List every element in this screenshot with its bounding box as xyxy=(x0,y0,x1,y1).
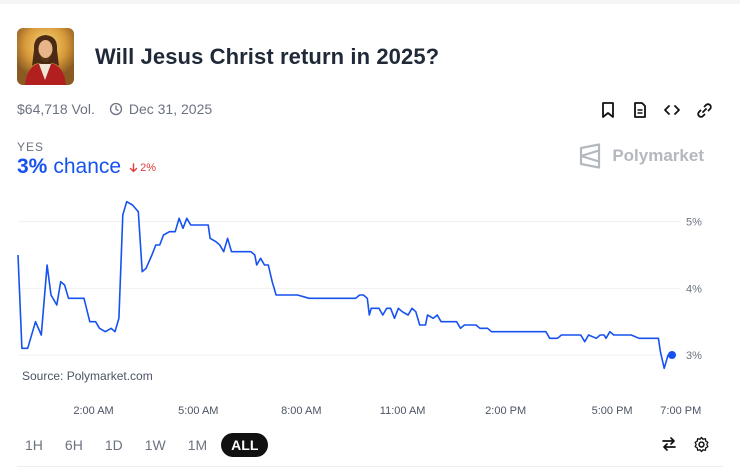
chance-row: 3% chance 2% xyxy=(17,155,156,179)
swap-icon[interactable] xyxy=(660,435,678,453)
link-icon[interactable] xyxy=(694,100,714,120)
x-tick-label: 2:00 AM xyxy=(73,405,113,417)
x-tick-label: 7:00 PM xyxy=(660,405,701,417)
change-badge: 2% xyxy=(129,162,156,174)
range-1m-button[interactable]: 1M xyxy=(187,437,208,453)
x-tick-label: 11:00 AM xyxy=(380,405,426,417)
polymarket-logo: Polymarket xyxy=(578,143,704,169)
price-chart[interactable]: 3% 4% 5% 2:00 AM 5:00 AM 8:00 AM 11:00 AM 2:00 … xyxy=(0,195,740,425)
chart-tools xyxy=(660,435,710,453)
series-line-yes xyxy=(17,200,672,370)
y-tick-label: 3% xyxy=(686,350,702,362)
chance-word: chance xyxy=(53,155,122,178)
market-header: Will Jesus Christ return in 2025? xyxy=(17,28,439,85)
x-tick-label: 5:00 PM xyxy=(592,405,633,417)
source-text: Source: Polymarket.com xyxy=(18,367,157,385)
y-tick-label: 5% xyxy=(686,217,702,229)
range-all-button[interactable]: ALL xyxy=(221,433,269,457)
current-point-marker xyxy=(668,351,676,359)
range-6h-button[interactable]: 6H xyxy=(64,437,83,453)
range-1w-button[interactable]: 1W xyxy=(144,437,166,453)
x-tick-label: 2:00 PM xyxy=(485,405,526,417)
market-actions xyxy=(598,100,714,120)
chance-value: 3% xyxy=(17,155,48,178)
bottom-divider xyxy=(17,466,723,467)
brand-name: Polymarket xyxy=(612,146,704,165)
market-title: Will Jesus Christ return in 2025? xyxy=(95,43,440,69)
change-value: 2% xyxy=(140,162,156,174)
outcome-label: YES xyxy=(17,140,45,154)
range-1h-button[interactable]: 1H xyxy=(25,437,43,453)
clock-icon xyxy=(109,102,123,116)
arrow-down-icon xyxy=(129,163,138,173)
market-image xyxy=(17,28,74,85)
x-tick-label: 8:00 AM xyxy=(281,405,321,417)
y-tick-label: 4% xyxy=(686,283,702,295)
x-tick-label: 5:00 AM xyxy=(178,405,218,417)
document-icon[interactable] xyxy=(630,100,650,120)
time-range-selector: 1H 6H 1D 1W 1M ALL xyxy=(17,433,269,457)
top-divider xyxy=(0,0,740,4)
end-date-text: Dec 31, 2025 xyxy=(128,101,213,117)
embed-code-icon[interactable] xyxy=(662,100,682,120)
volume-text: $64,718 Vol. xyxy=(17,101,95,117)
settings-gear-icon[interactable] xyxy=(692,435,710,453)
polymarket-logo-icon xyxy=(580,143,601,169)
range-1d-button[interactable]: 1D xyxy=(104,437,123,453)
market-meta: $64,718 Vol. Dec 31, 2025 xyxy=(17,101,212,117)
bookmark-icon[interactable] xyxy=(598,100,618,120)
